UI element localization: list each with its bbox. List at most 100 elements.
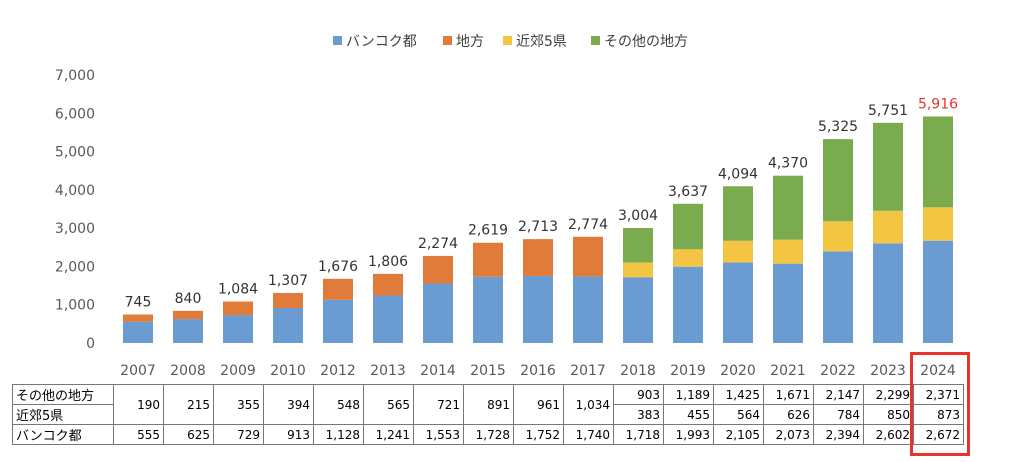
table-cell: 2,394 <box>813 424 864 445</box>
table-cell: 1,241 <box>363 424 414 445</box>
table-cell: 2,105 <box>713 424 764 445</box>
x-tick-label: 2023 <box>870 363 906 379</box>
bar-segment <box>373 295 403 343</box>
bar-segment <box>273 308 303 343</box>
bar-segment <box>723 262 753 343</box>
y-tick-label: 2,000 <box>55 259 95 275</box>
bar-segment <box>323 299 353 343</box>
bar-segment <box>623 227 653 263</box>
bar-segment <box>223 301 253 316</box>
total-label: 2,619 <box>468 223 508 239</box>
total-label: 3,004 <box>618 208 658 224</box>
bar-segment <box>773 263 803 343</box>
x-tick-label: 2008 <box>170 363 206 379</box>
y-tick-label: 6,000 <box>55 106 95 122</box>
total-label: 745 <box>125 294 152 310</box>
bar-segment <box>923 207 953 241</box>
bar-segment <box>123 314 153 322</box>
bar-segment <box>873 122 903 211</box>
x-tick-label: 2015 <box>470 363 506 379</box>
bar-segment <box>523 275 553 343</box>
total-label: 2,713 <box>518 219 558 235</box>
x-tick-label: 2018 <box>620 363 656 379</box>
x-tick-label: 2020 <box>720 363 756 379</box>
bar-segment <box>923 240 953 343</box>
table-cell: 961 <box>513 384 564 425</box>
table-cell: 190 <box>113 384 164 425</box>
y-tick-label: 7,000 <box>55 68 95 84</box>
table-cell: 215 <box>163 384 214 425</box>
bar-segment <box>473 276 503 343</box>
total-label: 5,916 <box>918 97 958 113</box>
highlight-box-2024 <box>910 352 970 456</box>
table-cell: 555 <box>113 424 164 445</box>
bar-segment <box>773 239 803 264</box>
table-cell: 2,299 <box>863 384 914 405</box>
bar-segment <box>823 139 853 222</box>
total-label: 1,307 <box>268 273 308 289</box>
bar-segment <box>773 175 803 240</box>
table-cell: 1,553 <box>413 424 464 445</box>
bar-segment <box>573 276 603 343</box>
bar-segment <box>623 277 653 343</box>
legend-swatch <box>443 36 452 45</box>
legend-label: 近郊5県 <box>516 33 567 50</box>
bar-segment <box>423 283 453 343</box>
table-cell: 355 <box>213 384 264 425</box>
table-cell: 784 <box>813 404 864 425</box>
table-cell: 1,728 <box>463 424 514 445</box>
table-cell: 455 <box>663 404 714 425</box>
legend-swatch <box>333 36 342 45</box>
table-cell: 548 <box>313 384 364 425</box>
total-label: 5,325 <box>818 119 858 135</box>
total-label: 1,084 <box>218 281 258 297</box>
table-cell: 394 <box>263 384 314 425</box>
table-row: その他の地方 190 215 355 394 548 565 721 891 961 1,034 90… <box>12 384 964 425</box>
bar-segment <box>873 243 903 343</box>
y-tick-label: 5,000 <box>55 145 95 161</box>
bar-segment <box>823 251 853 343</box>
table-cell: 913 <box>263 424 314 445</box>
x-tick-label: 2017 <box>570 363 606 379</box>
row-label: 近郊5県 <box>12 404 114 425</box>
table-cell: 2,602 <box>863 424 914 445</box>
x-tick-label: 2019 <box>670 363 706 379</box>
table-cell: 1,425 <box>713 384 764 405</box>
table-cell: 1,752 <box>513 424 564 445</box>
x-tick-label: 2014 <box>420 363 456 379</box>
bar-segment <box>873 210 903 244</box>
table-cell: 729 <box>213 424 264 445</box>
data-table: その他の地方 190 215 355 394 548 565 721 891 961 1,034 90… <box>12 384 964 445</box>
table-cell: 850 <box>863 404 914 425</box>
x-tick-label: 2007 <box>120 363 156 379</box>
x-tick-label: 2012 <box>320 363 356 379</box>
total-label: 5,751 <box>868 103 908 119</box>
y-tick-label: 0 <box>86 336 95 352</box>
bar-segment <box>673 203 703 250</box>
table-cell: 721 <box>413 384 464 425</box>
bar-segment <box>173 310 203 320</box>
bar-segment <box>723 240 753 263</box>
total-label: 2,274 <box>418 236 458 252</box>
table-cell: 903 <box>613 384 664 405</box>
table-cell: 1,740 <box>563 424 614 445</box>
table-cell: 2,073 <box>763 424 814 445</box>
table-cell: 383 <box>613 404 664 425</box>
x-tick-label: 2010 <box>270 363 306 379</box>
bar-segment <box>223 315 253 343</box>
y-tick-label: 4,000 <box>55 183 95 199</box>
bar-segment <box>473 242 503 277</box>
table-cell: 2,147 <box>813 384 864 405</box>
total-label: 1,806 <box>368 254 408 270</box>
bar-segment <box>673 266 703 343</box>
x-tick-label: 2021 <box>770 363 806 379</box>
bar-segment <box>923 116 953 208</box>
bar-segment <box>123 321 153 343</box>
total-label: 840 <box>175 291 202 307</box>
total-label: 2,774 <box>568 217 608 233</box>
legend-label: その他の地方 <box>604 34 688 50</box>
table-cell: 1,128 <box>313 424 364 445</box>
x-tick-label: 2022 <box>820 363 856 379</box>
